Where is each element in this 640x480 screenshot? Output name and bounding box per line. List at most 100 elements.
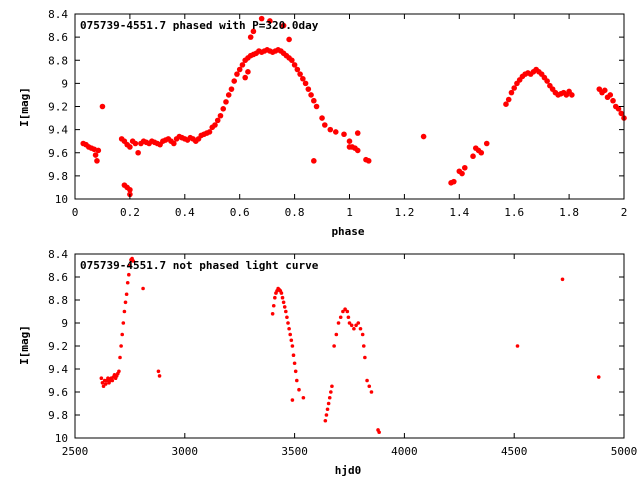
data-point <box>280 22 287 29</box>
data-point <box>247 34 254 40</box>
y-axis-ticks: 8.4 8.6 8.8 9 9.2 9.4 9.6 9.8 10 <box>48 248 624 445</box>
x-tick-label: 2500 <box>62 445 89 458</box>
data-point <box>231 78 238 84</box>
data-point <box>289 338 294 343</box>
y-tick-label: 9 <box>61 77 68 90</box>
data-point <box>106 376 110 381</box>
data-point <box>511 85 517 91</box>
data-point <box>329 390 333 394</box>
data-point <box>284 309 288 314</box>
data-point <box>119 344 123 348</box>
data-point <box>358 326 363 331</box>
data-point <box>117 369 121 374</box>
data-point <box>250 28 257 35</box>
y-tick-label: 9 <box>61 317 68 330</box>
data-point <box>287 326 291 331</box>
x-tick-label: 0.4 <box>175 206 195 219</box>
data-point <box>302 80 309 87</box>
data-point <box>285 315 289 320</box>
data-point <box>300 75 306 82</box>
data-point <box>282 305 287 309</box>
data-point <box>560 277 565 282</box>
data-point <box>220 106 227 112</box>
y-tick-label: 10 <box>55 193 68 206</box>
y-tick-label: 9.6 <box>48 386 68 399</box>
data-point <box>610 97 616 104</box>
data-point <box>601 87 608 94</box>
data-point <box>127 186 133 193</box>
chart-title: 075739-4551.7 not phased light curve <box>80 259 319 272</box>
data-point <box>122 309 127 314</box>
x-axis-ticks: 2500 3000 3500 4000 4500 5000 <box>62 254 638 458</box>
data-point <box>281 300 286 305</box>
data-point <box>132 140 139 147</box>
data-point <box>330 384 334 389</box>
data-point <box>223 99 229 105</box>
data-point <box>128 263 132 268</box>
data-point <box>291 62 298 68</box>
data-point <box>110 378 115 383</box>
data-point <box>420 133 427 140</box>
data-point <box>290 344 295 348</box>
y-axis-label: I[mag] <box>18 87 31 127</box>
data-point <box>505 96 512 103</box>
data-point <box>354 147 361 154</box>
data-point <box>341 309 345 314</box>
data-point <box>461 164 468 171</box>
data-point <box>332 344 336 348</box>
y-tick-label: 8.8 <box>48 54 68 67</box>
data-point <box>327 126 334 133</box>
data-point <box>323 418 328 423</box>
chart-title: 075739-4551.7 phased with P=320.0day <box>80 19 319 32</box>
data-point <box>99 103 106 110</box>
data-point <box>297 71 303 77</box>
x-tick-label: 5000 <box>611 445 638 458</box>
data-point <box>214 117 221 124</box>
data-point <box>346 138 353 144</box>
data-point <box>100 381 105 385</box>
data-point <box>156 369 161 374</box>
data-point <box>234 71 240 77</box>
x-tick-label: 1.4 <box>449 206 469 219</box>
data-point <box>258 15 265 22</box>
data-point <box>313 103 320 110</box>
data-point <box>332 129 339 135</box>
x-tick-label: 0 <box>72 206 79 219</box>
data-point <box>451 178 457 185</box>
data-point <box>349 323 354 328</box>
data-point <box>596 375 601 379</box>
x-tick-label: 4000 <box>391 445 418 458</box>
y-axis-ticks: 8.4 8.6 8.8 9 9.2 9.4 9.6 9.8 10 <box>48 8 624 206</box>
data-point <box>131 259 135 263</box>
data-point <box>236 66 243 73</box>
y-tick-label: 8.6 <box>48 271 68 284</box>
data-point <box>245 69 251 75</box>
data-point <box>334 332 339 337</box>
y-tick-label: 9.8 <box>48 409 68 422</box>
data-point <box>356 321 361 325</box>
data-point <box>326 401 331 406</box>
data-point <box>127 144 133 150</box>
y-tick-label: 10 <box>55 432 68 445</box>
data-point <box>124 292 129 297</box>
y-tick-label: 9.2 <box>48 101 68 114</box>
x-tick-label: 0.6 <box>230 206 250 219</box>
data-point <box>291 353 296 358</box>
data-point <box>271 303 276 308</box>
data-point <box>327 395 332 400</box>
x-tick-label: 3500 <box>281 445 308 458</box>
data-point <box>365 378 369 383</box>
data-point <box>125 280 130 285</box>
unphased-points <box>99 256 601 435</box>
data-point <box>361 344 366 348</box>
data-point <box>607 92 614 98</box>
x-axis-ticks: 0 0.2 0.4 0.6 0.8 1 1.2 1.4 1.6 1.8 2 <box>72 14 627 219</box>
data-point <box>503 101 509 107</box>
data-point <box>319 115 325 121</box>
x-tick-label: 1.6 <box>504 206 524 219</box>
data-point <box>294 378 299 383</box>
data-point <box>294 66 301 73</box>
data-point <box>325 407 330 412</box>
data-point <box>242 74 248 81</box>
y-tick-label: 9.6 <box>48 147 68 160</box>
